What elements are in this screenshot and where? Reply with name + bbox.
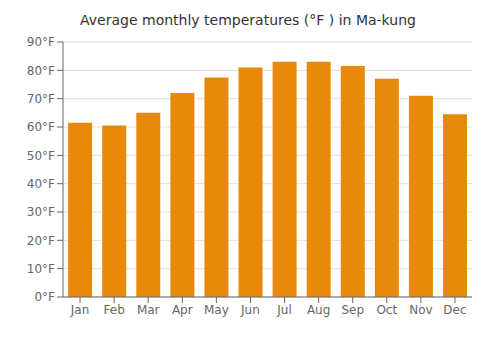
svg-text:Nov: Nov — [409, 303, 432, 317]
svg-text:Sep: Sep — [341, 303, 364, 317]
svg-text:60°F: 60°F — [27, 120, 55, 134]
svg-text:Jun: Jun — [240, 303, 260, 317]
svg-text:Apr: Apr — [172, 303, 193, 317]
svg-text:0°F: 0°F — [34, 290, 55, 304]
svg-text:80°F: 80°F — [27, 64, 55, 78]
svg-text:30°F: 30°F — [27, 205, 55, 219]
svg-text:50°F: 50°F — [27, 149, 55, 163]
svg-text:Jan: Jan — [70, 303, 90, 317]
svg-text:Aug: Aug — [307, 303, 330, 317]
svg-text:10°F: 10°F — [27, 262, 55, 276]
svg-text:70°F: 70°F — [27, 92, 55, 106]
svg-text:Oct: Oct — [376, 303, 397, 317]
svg-text:90°F: 90°F — [27, 35, 55, 49]
svg-text:Mar: Mar — [137, 303, 160, 317]
svg-text:Jul: Jul — [276, 303, 291, 317]
svg-text:40°F: 40°F — [27, 177, 55, 191]
svg-text:20°F: 20°F — [27, 234, 55, 248]
html-text:Average monthly temperatures (: Average monthly temperatures (°F ) in Ma… — [80, 12, 416, 28]
svg-text:May: May — [204, 303, 229, 317]
svg-text:Feb: Feb — [104, 303, 125, 317]
svg-text:Dec: Dec — [443, 303, 466, 317]
